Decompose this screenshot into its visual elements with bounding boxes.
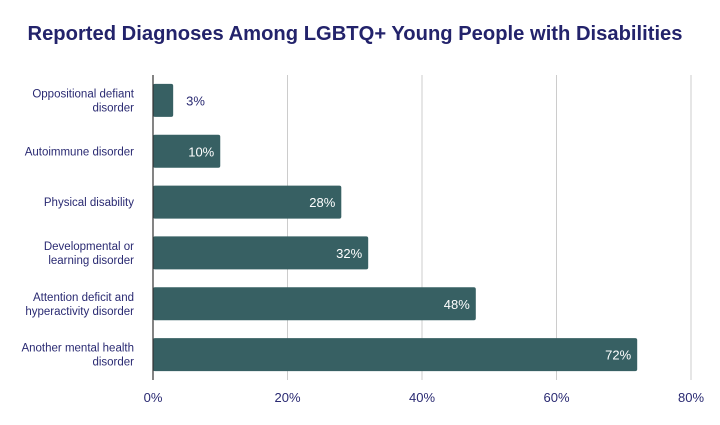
x-tick-label: 20%	[274, 390, 300, 405]
category-label: Autoimmune disorder	[25, 146, 134, 158]
category-label: Physical disability	[44, 197, 134, 209]
data-label: 48%	[444, 297, 470, 312]
x-tick-label: 60%	[543, 390, 569, 405]
bar	[153, 338, 638, 372]
bar	[153, 236, 369, 270]
x-tick-label: 40%	[409, 390, 435, 405]
x-tick-label: 80%	[678, 390, 704, 405]
bar	[153, 185, 342, 219]
data-label: 10%	[188, 144, 214, 159]
category-label: learning disorder	[48, 255, 134, 267]
bar	[153, 134, 221, 168]
bar	[153, 287, 476, 321]
category-label: hyperactivity disorder	[25, 306, 134, 318]
category-label: Another mental health	[21, 343, 134, 355]
x-tick-label: 0%	[144, 390, 163, 405]
data-label: 32%	[336, 246, 362, 261]
bar	[153, 83, 174, 117]
category-label: Attention deficit and	[33, 292, 134, 304]
data-label: 3%	[186, 93, 205, 108]
category-label: disorder	[92, 102, 134, 114]
category-label: Developmental or	[44, 241, 134, 253]
category-label: Oppositional defiant	[32, 88, 134, 100]
chart-title: Reported Diagnoses Among LGBTQ+ Young Pe…	[28, 23, 683, 45]
category-label: disorder	[92, 357, 134, 369]
data-label: 28%	[309, 195, 335, 210]
data-label: 72%	[605, 348, 631, 363]
